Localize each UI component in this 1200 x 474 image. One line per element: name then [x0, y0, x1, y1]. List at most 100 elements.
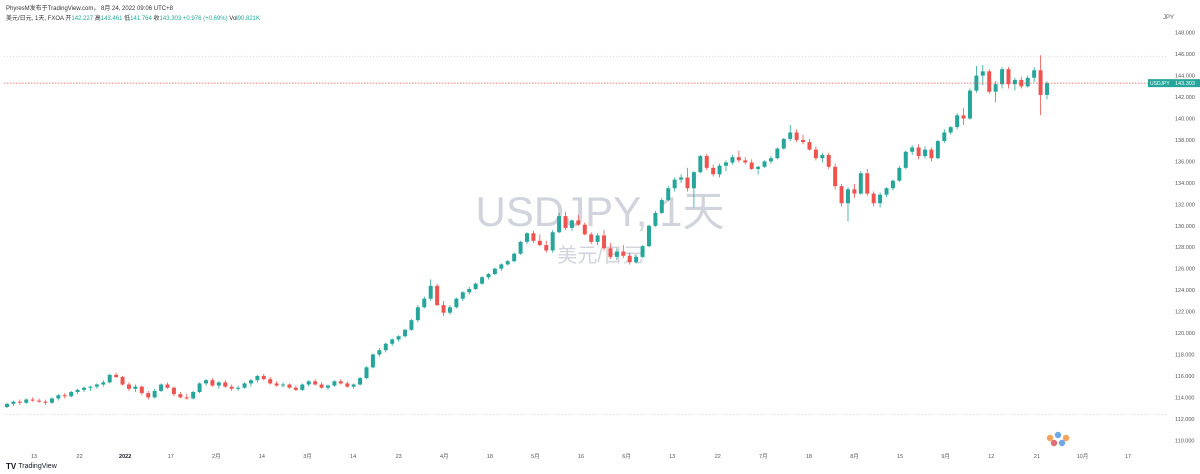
- watermark-title: USDJPY, 1天: [476, 188, 725, 235]
- candle: [114, 372, 119, 379]
- event-markers[interactable]: [1046, 431, 1070, 447]
- candle: [576, 215, 581, 226]
- y-tick-label: 118.000: [1175, 352, 1194, 358]
- x-tick-label: 14: [350, 454, 356, 460]
- y-tick-label: 142.000: [1175, 95, 1195, 101]
- candle-body: [5, 403, 9, 408]
- candle-body: [300, 384, 305, 390]
- high-label: 高: [94, 16, 101, 22]
- x-tick-label: 13: [31, 454, 37, 460]
- candle: [17, 399, 22, 405]
- candle: [711, 164, 716, 177]
- candle: [614, 248, 619, 261]
- candle-body: [94, 384, 99, 387]
- candle-body: [146, 393, 151, 398]
- candle-body: [942, 132, 947, 142]
- candle: [171, 386, 176, 397]
- x-tick-label: 18: [487, 454, 493, 460]
- candle: [383, 342, 388, 353]
- candle: [120, 375, 125, 386]
- candle: [435, 283, 440, 307]
- candle-body: [236, 387, 241, 389]
- candle-body: [923, 149, 928, 157]
- candle-body: [467, 289, 472, 293]
- candle: [248, 379, 253, 387]
- candle-body: [120, 376, 125, 385]
- tradingview-logo[interactable]: TV TradingView: [6, 462, 57, 471]
- candle-body: [903, 151, 908, 168]
- candle: [1032, 67, 1037, 83]
- y-tick-label: 130.000: [1175, 224, 1195, 230]
- candle: [467, 286, 472, 295]
- candle-body: [865, 173, 870, 194]
- y-tick-label: 136.000: [1175, 159, 1195, 165]
- candle-body: [858, 173, 863, 194]
- candle: [550, 230, 555, 253]
- candle-body: [505, 261, 510, 265]
- candle: [287, 383, 292, 389]
- candle: [640, 245, 645, 258]
- candle-body: [24, 399, 29, 403]
- candle-body: [197, 383, 202, 393]
- candle-body: [788, 132, 793, 139]
- candle-body: [595, 235, 600, 242]
- candle-body: [390, 339, 395, 344]
- candle: [165, 382, 170, 389]
- candle: [1019, 76, 1024, 89]
- candle: [820, 152, 825, 163]
- low-value: 141.764: [130, 16, 152, 22]
- candle-body: [897, 167, 902, 181]
- close-value: 143.303: [159, 16, 182, 22]
- candle: [1038, 55, 1043, 116]
- symbol-name[interactable]: 美元/日元, 1天, FXOA: [6, 16, 64, 22]
- y-tick-label: 116.000: [1175, 374, 1194, 380]
- candle: [480, 276, 485, 285]
- candle-body: [1045, 83, 1049, 95]
- candle: [396, 335, 401, 342]
- x-tick-label: 15: [897, 454, 903, 460]
- candle: [499, 263, 504, 271]
- candle-body: [852, 189, 857, 194]
- candle: [293, 385, 298, 391]
- candle: [486, 272, 491, 280]
- candle: [865, 168, 870, 196]
- symbol-watermark: USDJPY, 1天 美元/日元: [476, 188, 725, 267]
- candle: [910, 145, 915, 155]
- x-tick-label: 21: [1034, 454, 1040, 460]
- candle-body: [377, 350, 382, 355]
- x-tick-label: 16: [578, 454, 584, 460]
- candle-body: [749, 162, 754, 169]
- candle-body: [826, 154, 831, 167]
- candle-body: [165, 384, 170, 388]
- candle: [236, 385, 241, 391]
- currency-unit: JPY: [1162, 15, 1174, 21]
- candle: [961, 107, 966, 125]
- candle: [447, 305, 452, 315]
- candle: [460, 291, 465, 301]
- candle: [370, 353, 375, 369]
- candle: [101, 380, 106, 387]
- candle: [916, 144, 921, 160]
- candle-body: [11, 401, 16, 404]
- candle: [993, 80, 998, 103]
- y-tick-label: 140.000: [1175, 117, 1195, 123]
- candle-body: [961, 115, 966, 119]
- candle: [646, 224, 651, 248]
- y-tick-label: 114.000: [1175, 395, 1194, 401]
- brand-name: TradingView: [18, 463, 57, 470]
- candle-body: [49, 398, 54, 403]
- candle-body: [1006, 69, 1011, 85]
- candle: [345, 381, 350, 388]
- candle-body: [691, 172, 696, 189]
- candle-body: [107, 374, 112, 383]
- y-tick-label: 144.000: [1175, 74, 1195, 80]
- candle-body: [582, 224, 587, 235]
- candle-body: [1038, 70, 1043, 95]
- candle-body: [204, 380, 209, 384]
- y-tick-label: 148.000: [1175, 31, 1195, 37]
- candle-body: [492, 268, 497, 275]
- candle-body: [364, 367, 369, 379]
- open-label: 开: [65, 16, 72, 22]
- candle: [325, 384, 330, 390]
